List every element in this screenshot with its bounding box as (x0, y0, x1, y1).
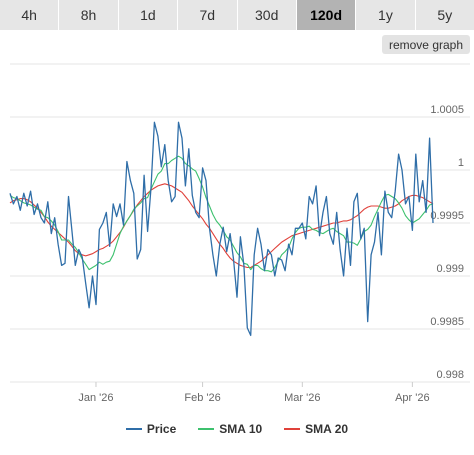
legend-swatch (125, 428, 142, 430)
tab-30d[interactable]: 30d (237, 0, 297, 30)
tab-5y[interactable]: 5y (415, 0, 474, 30)
timeframe-tabs: 4h 8h 1d 7d 30d 120d 1y 5y (0, 0, 474, 30)
x-tick-label: Mar '26 (284, 392, 320, 404)
y-tick-label: 1 (458, 157, 464, 169)
grid-lines (10, 63, 470, 383)
y-tick-label: 0.998 (436, 369, 464, 381)
x-axis-ticks: Jan '26 Feb '26 Mar '26 Apr '26 (78, 382, 430, 404)
legend-item-price[interactable]: Price (125, 422, 177, 436)
series-line-sma-20 (9, 183, 434, 269)
tab-7d[interactable]: 7d (178, 0, 238, 30)
series-line-price (9, 121, 434, 337)
series-lines (9, 121, 434, 337)
x-tick-label: Jan '26 (78, 392, 113, 404)
tab-4h[interactable]: 4h (0, 0, 60, 30)
legend: Price SMA 10 SMA 20 (0, 418, 474, 440)
tab-1d[interactable]: 1d (118, 0, 179, 30)
legend-label: Price (146, 422, 177, 436)
tab-120d[interactable]: 120d (296, 0, 357, 30)
legend-label: SMA 10 (219, 422, 263, 436)
y-tick-label: 0.999 (436, 263, 464, 275)
x-tick-label: Apr '26 (395, 392, 430, 404)
series-line-sma-10 (9, 155, 434, 273)
remove-graph-button[interactable]: remove graph (382, 35, 470, 54)
y-axis-ticks: 0.998 0.9985 0.999 0.9995 1 1.0005 (430, 104, 464, 381)
legend-item-sma-10[interactable]: SMA 10 (198, 422, 262, 436)
tab-1y[interactable]: 1y (356, 0, 416, 30)
y-tick-label: 0.9995 (430, 210, 464, 222)
y-tick-label: 1.0005 (430, 104, 464, 116)
legend-label: SMA 20 (305, 422, 349, 436)
tab-8h[interactable]: 8h (59, 0, 119, 30)
legend-swatch (198, 428, 215, 430)
y-tick-label: 0.9985 (430, 316, 464, 328)
x-tick-label: Feb '26 (184, 392, 220, 404)
legend-swatch (284, 428, 301, 430)
legend-item-sma-20[interactable]: SMA 20 (284, 422, 348, 436)
